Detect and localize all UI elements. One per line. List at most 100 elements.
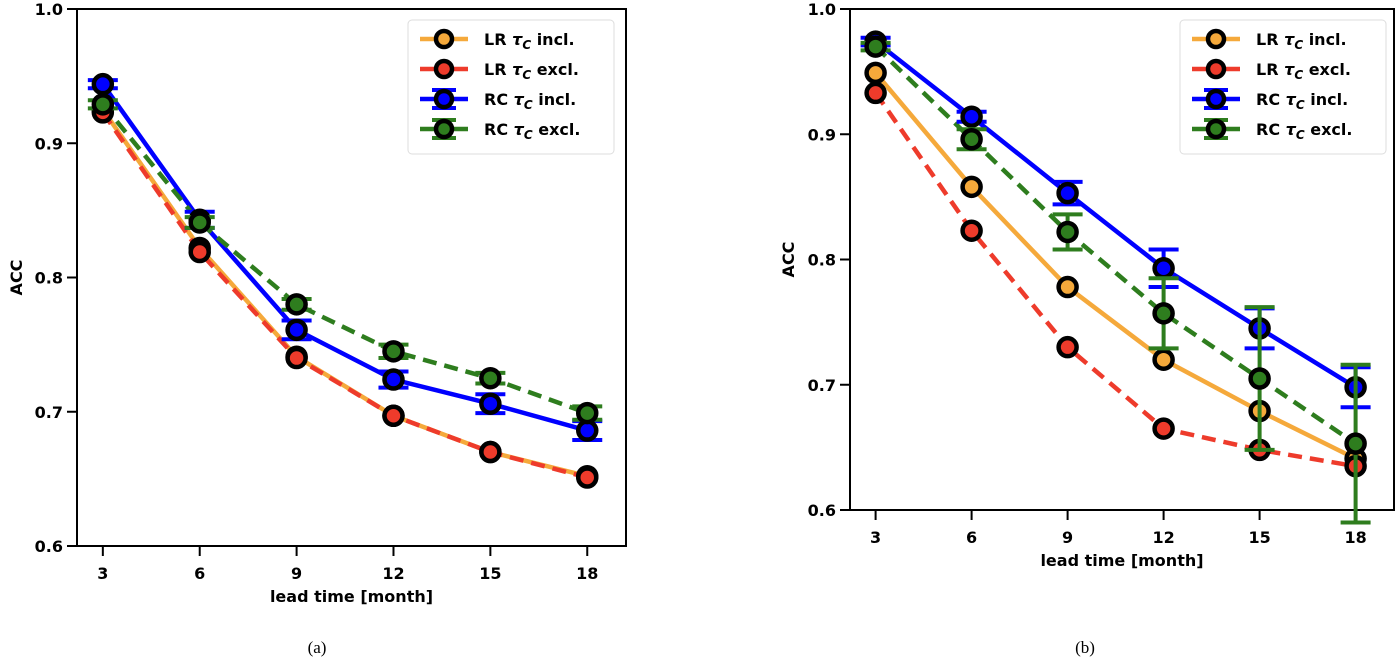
y-tick-label: 0.9 [808,125,836,144]
legend-label: RC τC excl. [1256,120,1352,142]
x-tick-label: 15 [1248,528,1270,547]
data-point [91,72,115,96]
data-point [1344,432,1367,455]
x-tick-label: 6 [194,564,205,583]
x-tick-label: 9 [1062,528,1073,547]
x-tick-label: 15 [479,564,501,583]
legend-marker [1205,58,1227,80]
y-tick-label: 0.8 [808,251,836,270]
legend-marker [1205,88,1227,110]
series-line [101,102,589,416]
legend-marker [1205,28,1227,50]
data-point [960,128,983,151]
data-point [382,368,405,391]
data-point [285,293,308,316]
series-markers [860,35,1371,525]
y-tick-label: 0.7 [808,376,836,395]
legend-marker [433,28,455,50]
panel-a: 0.6 0.7 0.8 0.9 1.0 3 6 9 12 15 18 lead time [month… [7,0,627,657]
legend-marker [433,118,455,140]
legend-label: RC τC excl. [484,120,580,142]
panel-b: 0.6 0.7 0.8 0.9 1.0 3 6 9 12 15 18 lead time [month… [779,0,1395,657]
legend-marker [433,58,455,80]
legend-marker [433,88,455,110]
x-tick-label: 3 [870,528,881,547]
legend-item: LR τC incl. [1192,28,1347,52]
series-lr-c-incl- [873,71,1357,461]
data-point [285,346,308,370]
series-line [874,39,1357,390]
x-tick-label: 12 [382,564,404,583]
data-point [1152,257,1175,280]
y-tick-label: 0.8 [35,269,63,288]
data-point [1056,181,1079,205]
legend: LR τC incl. LR τC excl. RC τC incl. RC τC e… [407,19,615,155]
legend-item: LR τC incl. [420,28,575,52]
series-markers [91,98,599,488]
legend-item: RC τC excl. [1192,118,1352,142]
series-markers [91,101,599,489]
series-markers [864,61,1367,470]
legend-label: LR τC excl. [1256,60,1351,82]
y-axis-label: ACC [7,260,26,296]
x-tick-label: 3 [97,564,108,583]
data-point [479,440,502,464]
series-line [873,71,1357,461]
legend: LR τC incl. LR τC excl. RC τC incl. RC τC e… [1179,19,1387,155]
legend-label: LR τC incl. [484,30,575,52]
series-line [873,91,1356,469]
data-point [960,219,983,242]
y-tick-label: 0.7 [35,403,63,422]
panel-caption: (a) [308,638,327,657]
data-point [864,81,887,105]
data-point [864,35,887,58]
series-lr-c-excl- [100,111,588,480]
x-tick-label: 18 [576,564,598,583]
series-lr-c-excl- [873,91,1356,469]
data-point [479,366,502,390]
data-point [1056,275,1079,299]
y-tick-label: 1.0 [808,0,836,19]
legend-item: RC τC incl. [420,88,576,112]
y-tick-label: 0.6 [808,501,836,520]
y-axis-label: ACC [779,242,798,278]
data-point [960,175,983,199]
panel-caption: (b) [1075,638,1095,657]
data-point [1056,335,1079,359]
data-point [575,466,599,489]
series-line [100,111,588,480]
data-point [960,105,983,128]
series-rc-c-excl- [101,102,589,416]
series-line [101,82,588,433]
data-point [575,401,599,425]
data-point [1152,302,1175,325]
series-line [874,44,1357,446]
series-lr-c-incl- [100,108,588,479]
legend-item: LR τC excl. [1192,58,1351,82]
data-point [864,61,887,85]
y-tick-label: 1.0 [35,0,63,19]
legend-item: RC τC incl. [1192,88,1348,112]
series-rc-c-incl- [874,39,1357,390]
data-point [188,240,211,264]
legend-frame [1179,19,1387,155]
x-tick-label: 9 [291,564,302,583]
series-line [100,108,588,479]
series-rc-c-excl- [874,44,1357,446]
data-point [479,392,502,415]
data-point [91,93,115,116]
data-point [382,340,405,363]
data-point [1152,348,1175,371]
data-point [382,404,405,428]
x-tick-label: 18 [1344,528,1366,547]
legend-label: LR τC incl. [1256,30,1347,52]
series-markers [87,93,603,425]
legend-frame [407,19,615,155]
x-axis-label: lead time [month] [1040,551,1203,570]
data-point [188,211,211,234]
legend-item: RC τC excl. [420,118,580,142]
data-point [1248,367,1271,390]
y-tick-label: 0.9 [35,134,63,153]
legend-marker [1205,118,1227,140]
y-tick-label: 0.6 [35,537,63,556]
